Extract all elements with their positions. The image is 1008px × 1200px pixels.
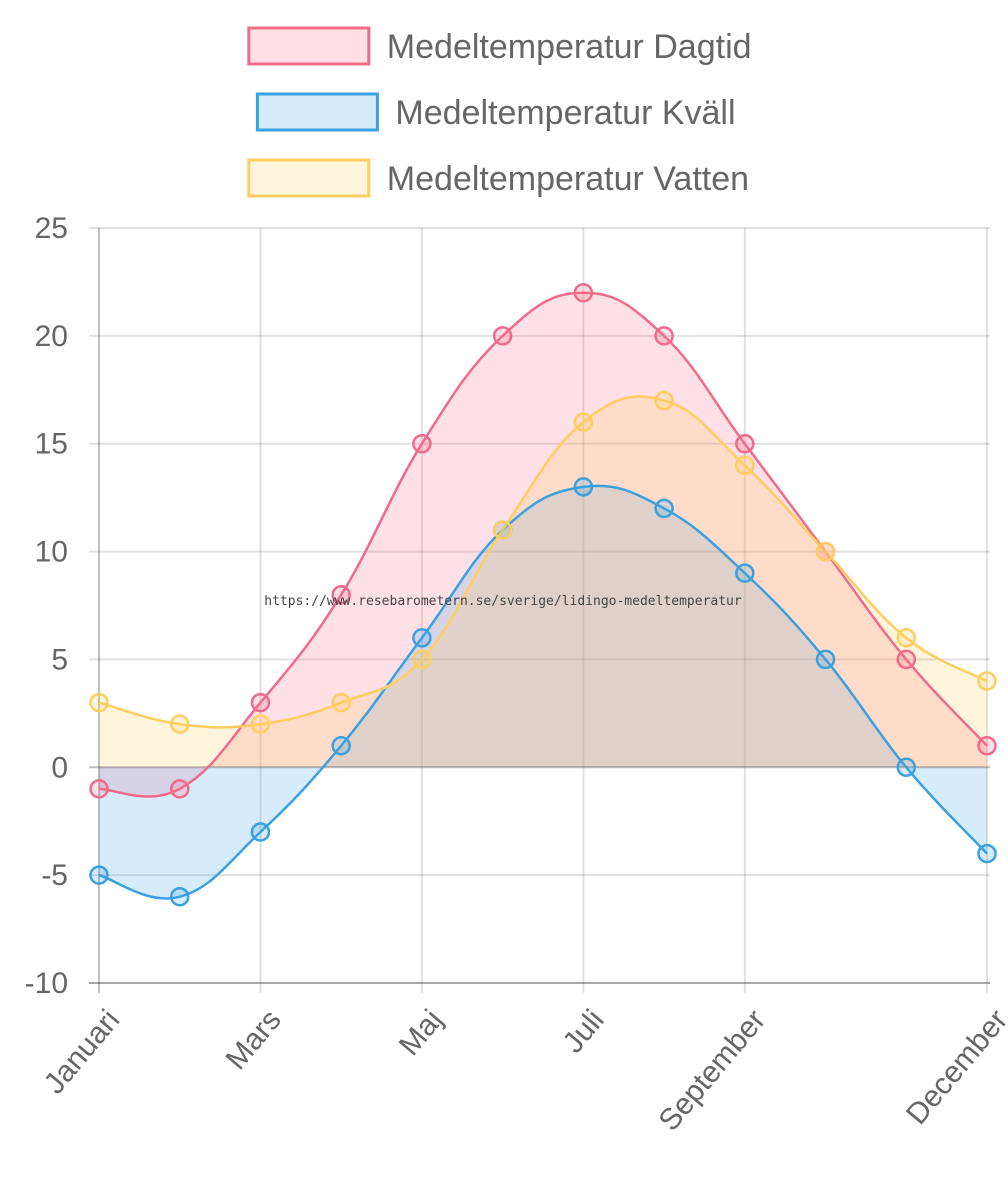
legend-label: Medeltemperatur Kväll (395, 94, 735, 132)
x-tick-label: Januari (38, 1004, 127, 1101)
x-tick-label: Juli (556, 1004, 610, 1060)
medeltemperatur-dagtid-point[interactable] (492, 326, 513, 346)
medeltemperatur-vatten-point[interactable] (735, 455, 755, 476)
medeltemperatur-kvall-point[interactable] (815, 649, 836, 670)
medeltemperatur-vatten-point[interactable] (89, 692, 109, 713)
medeltemperatur-vatten-point[interactable] (896, 628, 917, 648)
y-tick-label: 5 (51, 643, 68, 676)
medeltemperatur-kvall-point[interactable] (896, 757, 917, 778)
y-axis: 25 20 15 10 5 0 -5 -10 (25, 212, 68, 1000)
medeltemperatur-dagtid-point[interactable] (573, 282, 594, 303)
legend-swatch (247, 158, 371, 198)
legend-item-medeltemperatur-dagtid[interactable]: Medeltemperatur Dagtid (247, 26, 752, 66)
legend-swatch (255, 92, 379, 132)
legend-swatch (247, 26, 371, 66)
x-tick-label: Mars (220, 1004, 288, 1076)
medeltemperatur-vatten-point[interactable] (412, 649, 432, 670)
y-tick-label: -10 (25, 967, 68, 1000)
medeltemperatur-kvall-point[interactable] (89, 865, 109, 885)
medeltemperatur-dagtid-point[interactable] (331, 584, 351, 605)
medeltemperatur-vatten-point[interactable] (492, 520, 513, 540)
x-axis: Januari Mars Maj Juli September December (38, 1004, 1008, 1138)
medeltemperatur-kvall-point[interactable] (654, 498, 674, 519)
source-watermark: https://www.resebarometern.se/sverige/li… (264, 594, 742, 609)
y-tick-label: 15 (35, 428, 68, 461)
medeltemperatur-dagtid-point[interactable] (735, 433, 755, 454)
medeltemperatur-dagtid-point[interactable] (654, 326, 674, 346)
medeltemperatur-dagtid-area (99, 292, 987, 797)
medeltemperatur-kvall-area (99, 485, 987, 899)
medeltemperatur-vatten-area (99, 396, 987, 768)
y-tick-label: 20 (35, 320, 68, 353)
y-tick-label: 10 (35, 536, 68, 569)
medeltemperatur-kvall-point[interactable] (169, 886, 190, 907)
y-tick-label: 25 (35, 212, 68, 245)
medeltemperatur-vatten-point[interactable] (169, 714, 190, 734)
legend-label: Medeltemperatur Vatten (387, 160, 749, 198)
medeltemperatur-kvall-point[interactable] (331, 735, 351, 756)
x-tick-label: September (653, 1004, 773, 1138)
medeltemperatur-vatten-point[interactable] (573, 412, 594, 432)
medeltemperatur-dagtid-point[interactable] (250, 692, 271, 713)
medeltemperatur-vatten-point[interactable] (654, 390, 674, 411)
medeltemperatur-kvall-point[interactable] (977, 843, 997, 864)
medeltemperatur-dagtid-point[interactable] (896, 649, 917, 670)
medeltemperatur-vatten-point[interactable] (250, 714, 271, 734)
medeltemperatur-dagtid-line (98, 291, 988, 798)
medeltemperatur-kvall-point[interactable] (250, 822, 271, 842)
medeltemperatur-dagtid-point[interactable] (977, 735, 997, 756)
medeltemperatur-vatten-point[interactable] (815, 541, 836, 562)
medeltemperatur-kvall-point[interactable] (573, 477, 594, 497)
medeltemperatur-vatten-point[interactable] (331, 692, 351, 713)
medeltemperatur-dagtid-point[interactable] (412, 433, 432, 454)
medeltemperatur-dagtid-point[interactable] (89, 779, 109, 799)
legend-label: Medeltemperatur Dagtid (387, 28, 752, 66)
medeltemperatur-kvall-point[interactable] (412, 628, 432, 648)
series-points (89, 282, 997, 907)
series-fills (99, 292, 987, 899)
medeltemperatur-kvall-point[interactable] (735, 563, 755, 583)
medeltemperatur-kvall-line (98, 484, 988, 900)
x-tick-label: Maj (393, 1004, 449, 1062)
x-tick-label: December (900, 1004, 1008, 1131)
legend-item-medeltemperatur-kvall[interactable]: Medeltemperatur Kväll (255, 92, 736, 132)
medeltemperatur-dagtid-point[interactable] (169, 779, 190, 799)
legend-item-medeltemperatur-vatten[interactable]: Medeltemperatur Vatten (247, 158, 749, 198)
medeltemperatur-vatten-point[interactable] (977, 671, 997, 691)
grid (89, 227, 990, 993)
legend[interactable]: Medeltemperatur Dagtid Medeltemperatur Kv… (247, 26, 752, 198)
y-tick-label: 0 (51, 751, 68, 784)
y-tick-label: -5 (41, 859, 68, 892)
